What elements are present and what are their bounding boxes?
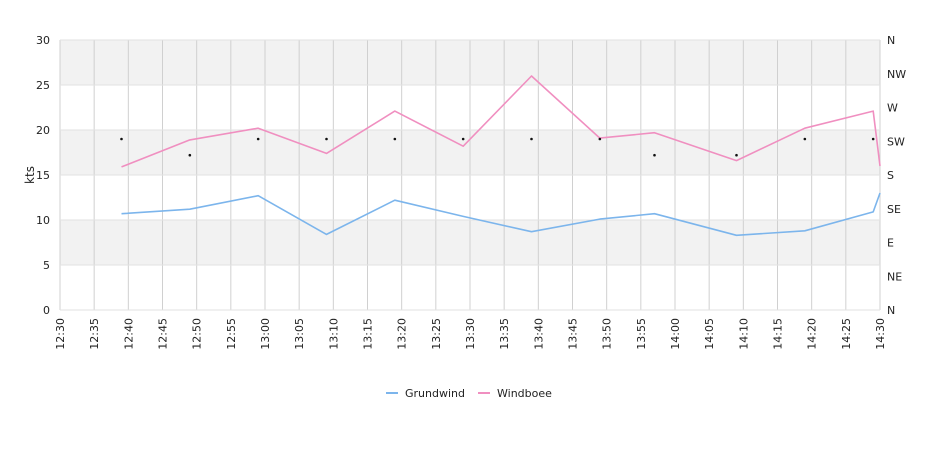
series-line-windboee[interactable] <box>121 75 881 168</box>
direction-point <box>325 137 328 141</box>
legend-label: Windboee <box>497 387 552 400</box>
legend-label: Grundwind <box>405 387 465 400</box>
y-tick-label: 10 <box>36 214 50 227</box>
series-line-grundwind[interactable] <box>121 192 881 237</box>
x-tick-label: 12:45 <box>157 318 170 350</box>
x-tick-label: 13:00 <box>259 318 272 350</box>
x-tick-label: 14:10 <box>737 318 750 350</box>
left-axis-tick-labels: 0 5 10 15 20 25 30 <box>36 34 50 317</box>
direction-point <box>393 137 397 141</box>
right-axis-tick-labels: N NE E SE S SW W NW N <box>887 34 906 317</box>
direction-point <box>188 153 192 157</box>
x-tick-label: 12:30 <box>54 318 67 350</box>
horizontal-gridlines <box>60 39 880 311</box>
direction-point <box>653 153 656 157</box>
direction-point <box>120 137 123 141</box>
series-layer <box>121 75 881 237</box>
x-tick-label: 13:25 <box>430 318 443 350</box>
direction-points <box>120 137 875 157</box>
direction-point <box>461 137 465 141</box>
x-tick-label: 14:15 <box>772 318 785 350</box>
legend-item-grundwind[interactable]: Grundwind <box>386 387 465 400</box>
x-tick-label: 14:30 <box>874 318 887 350</box>
direction-point <box>530 137 533 141</box>
direction-point <box>735 153 738 157</box>
right-axis-label: S <box>887 169 894 182</box>
x-tick-label: 14:00 <box>669 318 682 350</box>
x-tick-label: 14:20 <box>806 318 819 350</box>
y-tick-label: 15 <box>36 169 50 182</box>
x-tick-label: 13:05 <box>293 318 306 350</box>
right-axis-label: SE <box>887 203 901 216</box>
x-tick-label: 13:30 <box>464 318 477 350</box>
y-tick-label: 30 <box>36 34 50 47</box>
x-tick-label: 12:35 <box>88 318 101 350</box>
right-axis-label: NE <box>887 270 902 283</box>
y-tick-label: 20 <box>36 124 50 137</box>
x-tick-label: 13:10 <box>327 318 340 350</box>
x-axis-tick-labels: 12:30 12:35 12:40 12:45 12:50 12:55 13:00 13:05… <box>54 318 887 350</box>
x-tick-label: 12:50 <box>191 318 204 350</box>
x-tick-label: 13:55 <box>635 318 648 350</box>
y-tick-label: 0 <box>43 304 50 317</box>
x-tick-label: 13:15 <box>362 318 375 350</box>
y-tick-label: 25 <box>36 79 50 92</box>
direction-point <box>803 137 807 141</box>
x-tick-label: 13:45 <box>567 318 580 350</box>
x-tick-label: 13:20 <box>396 318 409 350</box>
right-axis-label: N <box>887 304 895 317</box>
x-tick-label: 13:40 <box>532 318 545 350</box>
y-tick-label: 5 <box>43 259 50 272</box>
legend-item-windboee[interactable]: Windboee <box>478 387 552 400</box>
x-tick-label: 12:55 <box>225 318 238 350</box>
right-axis-label: W <box>887 102 898 115</box>
x-tick-label: 13:50 <box>601 318 614 350</box>
right-axis-label: NW <box>887 68 906 81</box>
right-axis-label: N <box>887 34 895 47</box>
direction-point <box>871 137 875 141</box>
direction-point <box>598 137 602 141</box>
right-axis-label: E <box>887 237 894 250</box>
x-tick-label: 12:40 <box>122 318 135 350</box>
direction-point <box>256 137 260 141</box>
x-tick-label: 13:35 <box>498 318 511 350</box>
y-axis-title: kts <box>23 166 37 184</box>
x-tick-label: 14:05 <box>703 318 716 350</box>
legend[interactable]: Grundwind Windboee <box>386 387 552 400</box>
right-axis-label: SW <box>887 135 905 148</box>
x-tick-label: 14:25 <box>840 318 853 350</box>
